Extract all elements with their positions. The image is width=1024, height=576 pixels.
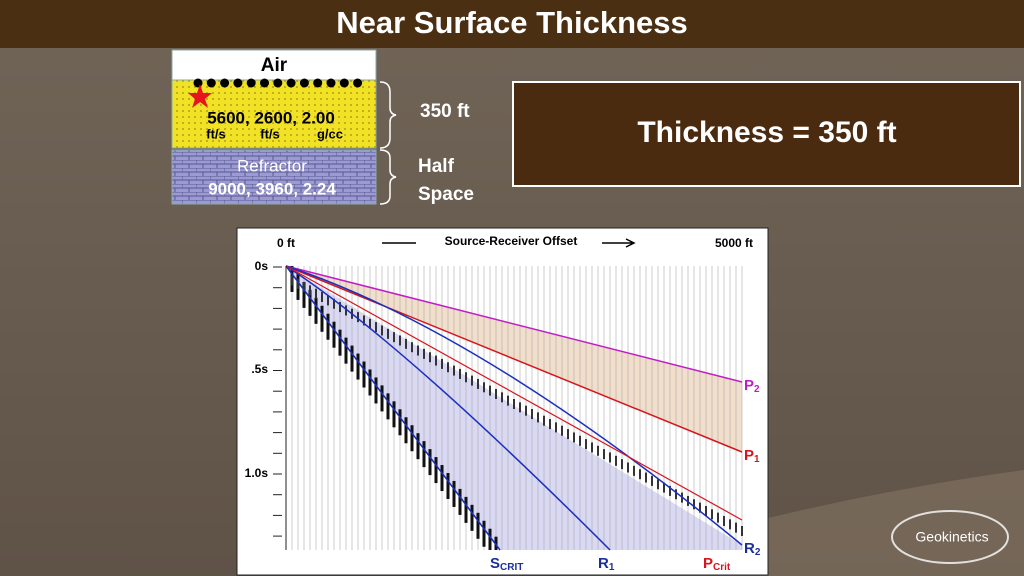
logo-ring [891,510,1009,564]
event-label: R1 [598,555,615,573]
time-ticks [273,266,282,537]
receiver [313,78,323,88]
r2-curve [285,265,743,546]
receiver [206,78,216,88]
p1-curve [285,265,743,453]
logo-text: Geokinetics [915,529,988,545]
layer-unit: ft/s [260,126,280,141]
event-sub: 2 [754,384,760,395]
brace [379,149,397,205]
pcrit-line [285,265,743,521]
air-label: Air [261,55,288,76]
layer-unit: g/cc [317,126,343,141]
event-sub: 2 [755,547,761,558]
event-label: P2 [744,377,760,395]
receiver [246,78,256,88]
offset-start: 0 ft [277,236,295,250]
r1-curve [285,265,611,551]
scrit-line [285,265,501,551]
event-sub: 1 [754,454,760,465]
event-label: R2 [744,540,761,558]
brace [379,81,397,149]
event-name: S [490,555,500,572]
refractor-name: Refractor [237,156,307,175]
source-star [188,84,212,108]
arrow [602,238,636,248]
event-name: R [598,555,609,572]
receiver [220,78,230,88]
receiver [260,78,269,88]
receiver [233,78,243,88]
offset-end: 5000 ft [715,236,753,250]
p2-curve [285,265,743,383]
receiver [273,78,283,88]
half-space-label: Half [418,156,455,177]
layer-unit: ft/s [206,126,226,141]
thickness-label: 350 ft [420,101,470,122]
event-name: P [703,555,713,572]
event-label: SCRIT [490,555,523,573]
receivers [193,78,363,88]
receiver [339,78,349,88]
layer-values: 5600, 2600, 2.00 [207,108,335,127]
offset-label: Source-Receiver Offset [445,234,578,248]
receiver [299,78,309,88]
result-box [512,81,1021,187]
event-sub: 1 [609,562,615,573]
header-bar [0,0,1024,48]
earth-model: Air 5600, 2600, 2.00 ft/s ft/s g/cc Refr… [171,49,474,205]
event-sub: Crit [713,562,731,573]
weathered-layer [171,79,377,149]
time-label: 1.0s [245,466,269,480]
refractor-layer [171,149,377,205]
result-text: Thickness = 350 ft [637,116,896,149]
event-sub: CRIT [500,562,523,573]
receiver [326,78,336,88]
half-space-label: Space [418,184,474,205]
refractor-values: 9000, 3960, 2.24 [208,179,336,198]
time-label: 0s [255,259,269,273]
receiver [286,78,296,88]
receiver [353,78,363,88]
time-label: .5s [251,362,268,376]
air-layer [171,49,377,81]
event-name: R [744,540,755,557]
event-name: P [744,377,754,394]
event-label: P1 [744,447,760,465]
event-label: PCrit [703,555,731,573]
receiver [193,78,203,88]
event-name: P [744,447,754,464]
slide-title: Near Surface Thickness [336,5,688,40]
